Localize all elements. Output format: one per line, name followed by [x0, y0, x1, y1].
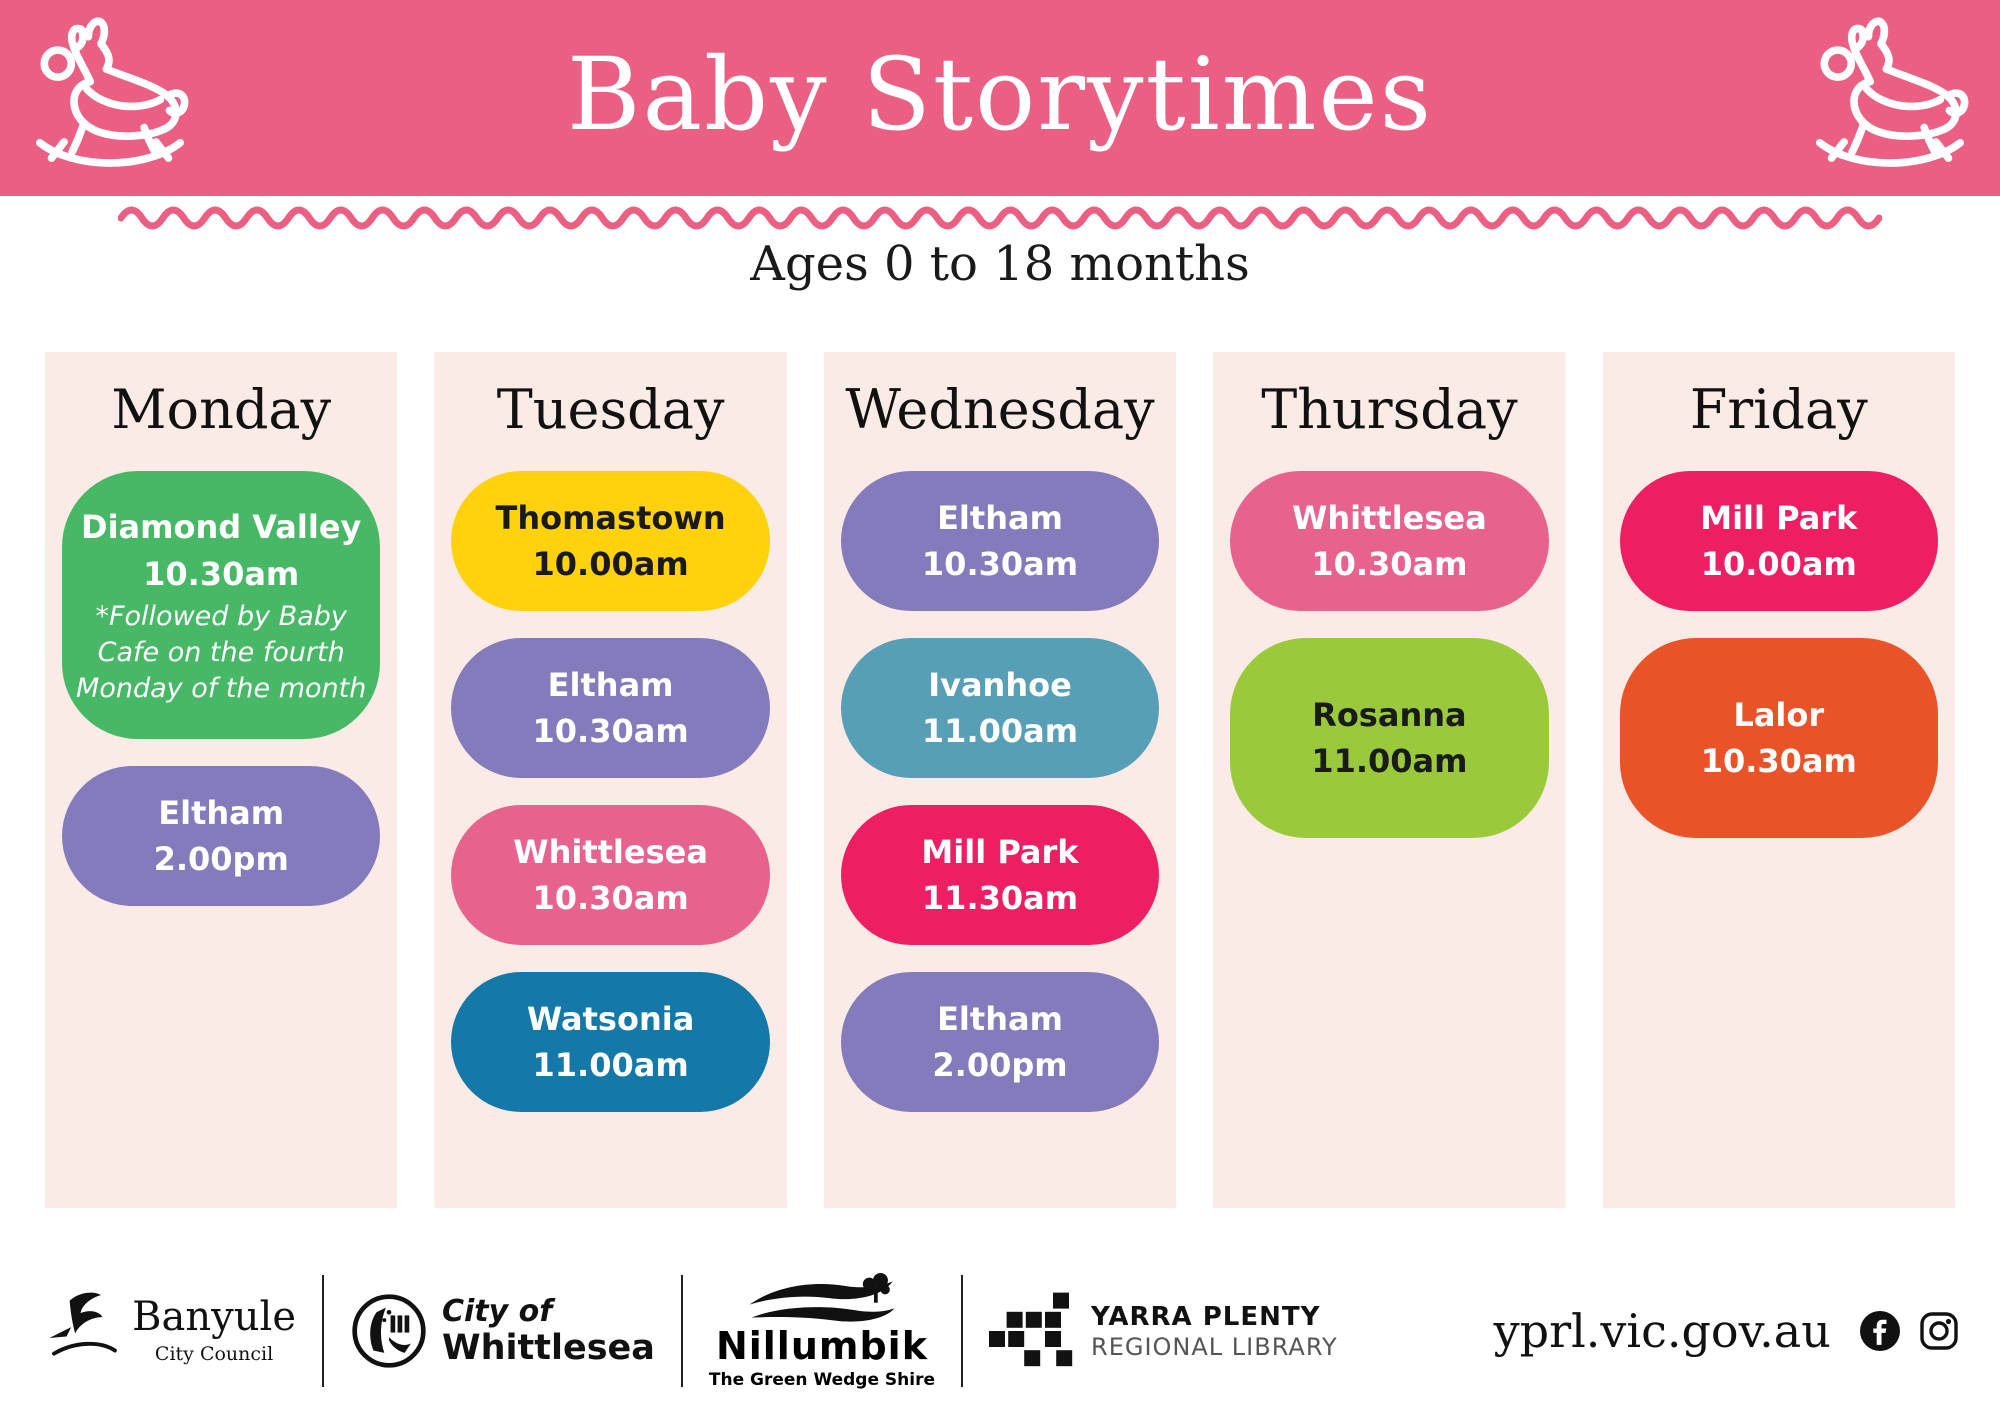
banyule-subtitle: City Council [154, 1343, 274, 1365]
social-icons [1859, 1310, 1960, 1352]
day-events: Diamond Valley 10.30am *Followed by Baby… [62, 471, 381, 907]
event-time: 10.00am [1700, 545, 1857, 584]
footer-logos-bar: Banyule City Council City of Whittlesea [0, 1260, 2000, 1402]
event-location: Mill Park [1700, 499, 1858, 537]
day-events: Thomastown 10.00am Eltham 10.30am Whittl… [451, 471, 770, 1113]
event-time: 11.00am [1311, 742, 1468, 781]
event-card-mill-park: Mill Park 10.00am [1619, 471, 1938, 612]
day-column-tuesday: Tuesday Thomastown 10.00am Eltham 10.30a… [434, 352, 787, 1208]
event-location: Eltham [547, 666, 674, 704]
website-url: yprl.vic.gov.au [1493, 1304, 1831, 1358]
event-time: 10.30am [1700, 742, 1857, 781]
event-note: *Followed by Baby Cafe on the fourth Monda… [76, 599, 366, 707]
event-card-watsonia: Watsonia 11.00am [451, 972, 770, 1113]
day-events: Eltham 10.30am Ivanhoe 11.00am Mill Park… [840, 471, 1160, 1113]
schedule-grid: Monday Diamond Valley 10.30am *Followed … [45, 352, 1955, 1208]
event-card-eltham: Eltham 2.00pm [62, 766, 381, 907]
day-column-thursday: Thursday Whittlesea 10.30am Rosanna 11.0… [1213, 352, 1566, 1208]
day-heading: Friday [1689, 378, 1868, 441]
event-location: Watsonia [526, 1000, 695, 1038]
event-time: 2.00pm [153, 840, 289, 879]
event-location: Rosanna [1312, 696, 1467, 734]
day-heading: Monday [111, 378, 332, 441]
event-location: Whittlesea [1292, 499, 1487, 537]
footer-divider [321, 1275, 324, 1387]
event-location: Eltham [937, 499, 1063, 537]
event-card-ivanhoe: Ivanhoe 11.00am [840, 638, 1160, 779]
whittlesea-logo: City of Whittlesea [350, 1292, 655, 1370]
event-location: Thomastown [495, 499, 726, 537]
event-time: 10.00am [532, 545, 689, 584]
footer-divider [680, 1275, 683, 1387]
event-card-eltham: Eltham 10.30am [451, 638, 770, 779]
event-time: 11.30am [921, 879, 1079, 918]
yprl-logo: YARRA PLENTY REGIONAL LIBRARY [989, 1291, 1338, 1371]
event-time: 10.30am [532, 879, 689, 918]
page-title: Baby Storytimes [566, 35, 1434, 153]
age-range-subtitle: Ages 0 to 18 months [750, 236, 1250, 292]
nillumbik-logo: Nillumbik The Green Wedge Shire [708, 1272, 936, 1390]
banyule-bird-icon [49, 1292, 117, 1356]
day-events: Whittlesea 10.30am Rosanna 11.00am [1230, 471, 1549, 839]
yprl-line2: REGIONAL LIBRARY [1091, 1332, 1338, 1361]
event-time: 10.30am [143, 554, 300, 593]
day-column-friday: Friday Mill Park 10.00am Lalor 10.30am [1602, 352, 1955, 1208]
event-card-mill-park: Mill Park 11.30am [840, 805, 1160, 946]
day-heading: Wednesday [845, 378, 1155, 441]
yprl-line1: YARRA PLENTY [1091, 1301, 1321, 1332]
event-location: Whittlesea [513, 833, 708, 871]
event-card-whittlesea: Whittlesea 10.30am [451, 805, 770, 946]
event-location: Mill Park [921, 833, 1079, 871]
event-card-lalor: Lalor 10.30am [1619, 638, 1938, 839]
whittlesea-line2: Whittlesea [441, 1327, 655, 1368]
nillumbik-name: Nillumbik [715, 1323, 928, 1368]
footer-divider [961, 1275, 964, 1387]
facebook-icon [1859, 1311, 1900, 1351]
day-heading: Tuesday [496, 378, 725, 441]
event-note-line: *Followed by Baby [95, 600, 347, 632]
event-card-rosanna: Rosanna 11.00am [1230, 638, 1549, 839]
rocking-horse-icon [35, 17, 189, 167]
nillumbik-landscape-icon [749, 1272, 895, 1322]
event-location: Diamond Valley [81, 508, 362, 547]
instagram-icon [1920, 1312, 1958, 1350]
event-card-diamond-valley: Diamond Valley 10.30am *Followed by Baby… [62, 471, 381, 740]
event-time: 11.00am [532, 1046, 689, 1085]
event-card-eltham: Eltham 2.00pm [840, 972, 1160, 1113]
event-card-thomastown: Thomastown 10.00am [451, 471, 770, 612]
event-location: Eltham [158, 794, 285, 832]
banyule-logo: Banyule City Council [40, 1288, 296, 1374]
whittlesea-emblem-icon [352, 1294, 426, 1368]
event-card-whittlesea: Whittlesea 10.30am [1230, 471, 1549, 612]
day-column-monday: Monday Diamond Valley 10.30am *Followed … [45, 352, 398, 1208]
day-heading: Thursday [1261, 378, 1518, 441]
event-time: 2.00pm [932, 1046, 1068, 1085]
event-time: 10.30am [921, 545, 1079, 584]
yprl-pixel-icon [989, 1292, 1073, 1367]
event-time: 10.30am [1311, 545, 1468, 584]
event-location: Eltham [937, 1000, 1063, 1038]
whittlesea-line1: City of [441, 1293, 553, 1329]
event-location: Lalor [1733, 696, 1825, 734]
nillumbik-subtitle: The Green Wedge Shire [708, 1369, 936, 1390]
event-time: 11.00am [921, 712, 1079, 751]
banyule-name: Banyule [132, 1294, 296, 1340]
wavy-divider [118, 206, 1882, 230]
day-events: Mill Park 10.00am Lalor 10.30am [1619, 471, 1938, 839]
event-card-eltham: Eltham 10.30am [840, 471, 1160, 612]
rocking-horse-icon [1815, 17, 1969, 167]
header-banner: Baby Storytimes [0, 0, 2000, 196]
event-note-line: Monday of the month [76, 672, 367, 704]
event-time: 10.30am [532, 712, 689, 751]
event-note-line: Cafe on the fourth [97, 636, 345, 668]
day-column-wednesday: Wednesday Eltham 10.30am Ivanhoe 11.00am… [823, 352, 1177, 1208]
event-location: Ivanhoe [928, 666, 1072, 704]
